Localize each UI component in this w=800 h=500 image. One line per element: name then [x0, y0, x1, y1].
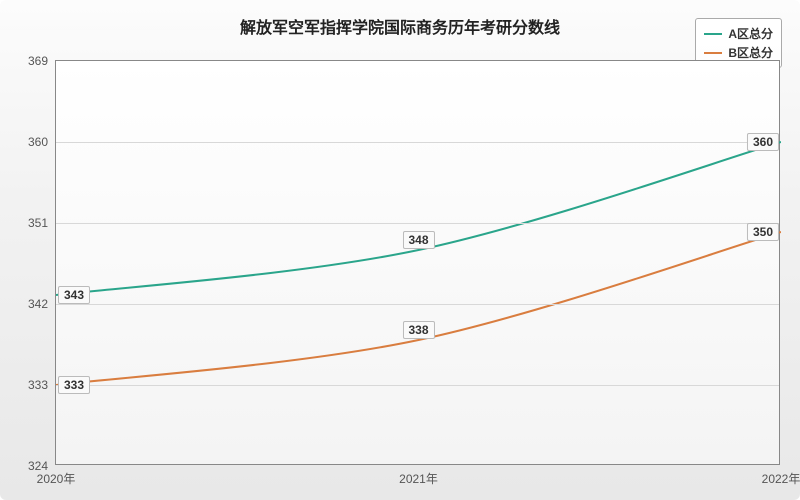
legend-label-b: B区总分 [728, 44, 773, 61]
series-line-1 [56, 232, 781, 385]
legend-swatch-a [704, 33, 722, 35]
data-label: 360 [747, 133, 779, 151]
plot-area: 3243333423513603692020年2021年2022年3433483… [55, 60, 780, 465]
y-tick-label: 369 [28, 54, 56, 68]
legend-swatch-b [704, 52, 722, 54]
y-tick-label: 342 [28, 297, 56, 311]
legend-label-a: A区总分 [728, 25, 773, 42]
series-line-0 [56, 142, 781, 295]
chart-lines [56, 61, 781, 466]
y-tick-label: 360 [28, 135, 56, 149]
line-chart: 解放军空军指挥学院国际商务历年考研分数线 A区总分 B区总分 324333342… [0, 0, 800, 500]
data-label: 338 [402, 321, 434, 339]
gridline [56, 142, 779, 143]
gridline [56, 385, 779, 386]
chart-title: 解放军空军指挥学院国际商务历年考研分数线 [0, 14, 800, 38]
x-tick-label: 2022年 [762, 464, 800, 487]
legend-item-b: B区总分 [704, 44, 773, 61]
gridline [56, 223, 779, 224]
x-tick-label: 2021年 [399, 464, 438, 487]
y-tick-label: 351 [28, 216, 56, 230]
y-tick-label: 333 [28, 378, 56, 392]
data-label: 343 [58, 286, 90, 304]
data-label: 333 [58, 376, 90, 394]
gridline [56, 304, 779, 305]
data-label: 348 [402, 231, 434, 249]
data-label: 350 [747, 223, 779, 241]
x-tick-label: 2020年 [37, 464, 76, 487]
legend-item-a: A区总分 [704, 25, 773, 42]
